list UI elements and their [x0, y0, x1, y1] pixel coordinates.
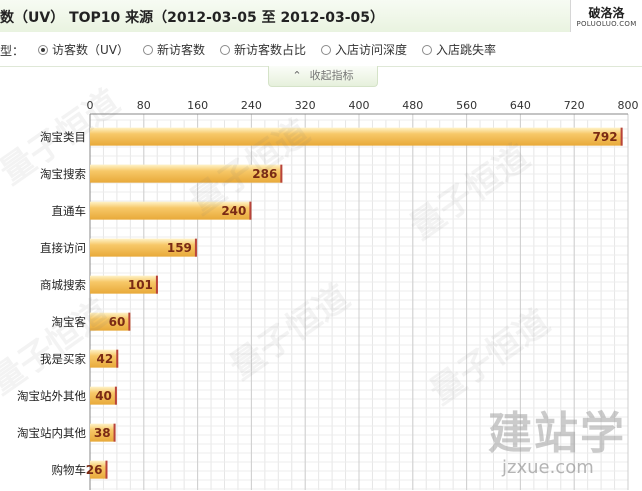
category-label: 直接访问: [40, 241, 86, 255]
data-label: 792: [593, 130, 618, 144]
bar: [90, 201, 252, 220]
bar-end-cap: [249, 201, 252, 220]
x-tick-label: 0: [87, 99, 94, 112]
bar: [90, 127, 623, 146]
data-label: 42: [97, 352, 114, 366]
metric-type-label: 型：: [0, 44, 25, 58]
radio-bounce-rate[interactable]: 入店跳失率: [422, 41, 496, 58]
logo-url: POLUOLUO.COM: [576, 20, 637, 28]
category-label: 淘宝类目: [40, 130, 86, 144]
bar: [90, 423, 116, 442]
bar-end-cap: [620, 127, 623, 146]
title-bar: 数（UV） TOP10 来源（2012-03-05 至 2012-03-05） …: [0, 0, 642, 33]
data-label: 26: [86, 463, 103, 477]
x-tick-label: 720: [564, 99, 585, 112]
radio-visitors-uv[interactable]: 访客数（UV）: [38, 41, 129, 58]
x-tick-label: 160: [187, 99, 208, 112]
bar: [90, 164, 283, 183]
data-label: 240: [221, 204, 246, 218]
category-label: 商城搜索: [40, 278, 86, 292]
x-tick-label: 320: [295, 99, 316, 112]
bar: [90, 238, 197, 257]
radio-new-visitors[interactable]: 新访客数: [143, 41, 205, 58]
bar: [90, 275, 158, 294]
data-label: 60: [109, 315, 126, 329]
x-tick-label: 240: [241, 99, 262, 112]
bar: [90, 460, 108, 479]
bar-end-cap: [114, 386, 117, 405]
radio-label: 访客数（UV）: [52, 43, 129, 57]
category-label: 我是买家: [40, 352, 86, 366]
category-label: 购物车: [52, 463, 87, 477]
radio-label: 新访客数占比: [234, 43, 307, 57]
x-tick-label: 560: [456, 99, 477, 112]
logo-text: 破洛洛: [588, 6, 625, 20]
bar-end-cap: [128, 312, 131, 331]
category-label: 淘宝站外其他: [17, 389, 86, 403]
radio-icon[interactable]: [220, 44, 230, 55]
bar-end-cap: [280, 164, 283, 183]
radio-icon[interactable]: [422, 44, 432, 55]
category-label: 淘宝站内其他: [17, 426, 86, 440]
bar-end-cap: [116, 349, 119, 368]
data-label: 40: [95, 389, 112, 403]
bar-end-cap: [113, 423, 116, 442]
radio-label: 入店跳失率: [436, 43, 497, 57]
bar-end-cap: [155, 275, 158, 294]
data-label: 159: [167, 241, 192, 255]
bar-end-cap: [105, 460, 108, 479]
category-label: 直通车: [52, 204, 87, 218]
bar: [90, 312, 131, 331]
collapse-label: 收起指标: [309, 69, 354, 82]
x-tick-label: 80: [137, 99, 151, 112]
collapse-metrics-button[interactable]: ⌃ 收起指标: [268, 66, 378, 87]
radio-label: 新访客数: [157, 43, 206, 57]
metric-selector: 型： 访客数（UV） 新访客数 新访客数占比 入店访问深度 入店跳失率: [0, 32, 642, 68]
x-tick-label: 640: [510, 99, 531, 112]
data-label: 101: [128, 278, 153, 292]
radio-visit-depth[interactable]: 入店访问深度: [321, 41, 407, 58]
radio-icon[interactable]: [143, 44, 153, 55]
chevron-up-icon: ⌃: [292, 69, 302, 82]
bar-chart: 0 80 160 240 320 400 480 560 640 720 800 792 淘宝类目 286…: [17, 99, 639, 490]
x-tick-label: 480: [402, 99, 423, 112]
data-label: 286: [252, 167, 277, 181]
category-label: 淘宝搜索: [40, 167, 86, 181]
logo: 破洛洛 POLUOLUO.COM: [570, 0, 642, 32]
chart-title: 数（UV） TOP10 来源（2012-03-05 至 2012-03-05）: [0, 10, 384, 26]
x-tick-label: 400: [349, 99, 370, 112]
category-label: 淘宝客: [52, 315, 87, 329]
radio-label: 入店访问深度: [335, 43, 408, 57]
bar: [90, 386, 117, 405]
x-tick-label: 800: [618, 99, 639, 112]
radio-selected-icon[interactable]: [38, 44, 48, 55]
radio-icon[interactable]: [321, 44, 331, 55]
bar: [90, 349, 119, 368]
radio-new-visitor-ratio[interactable]: 新访客数占比: [220, 41, 306, 58]
data-label: 38: [94, 426, 111, 440]
bar-end-cap: [194, 238, 197, 257]
